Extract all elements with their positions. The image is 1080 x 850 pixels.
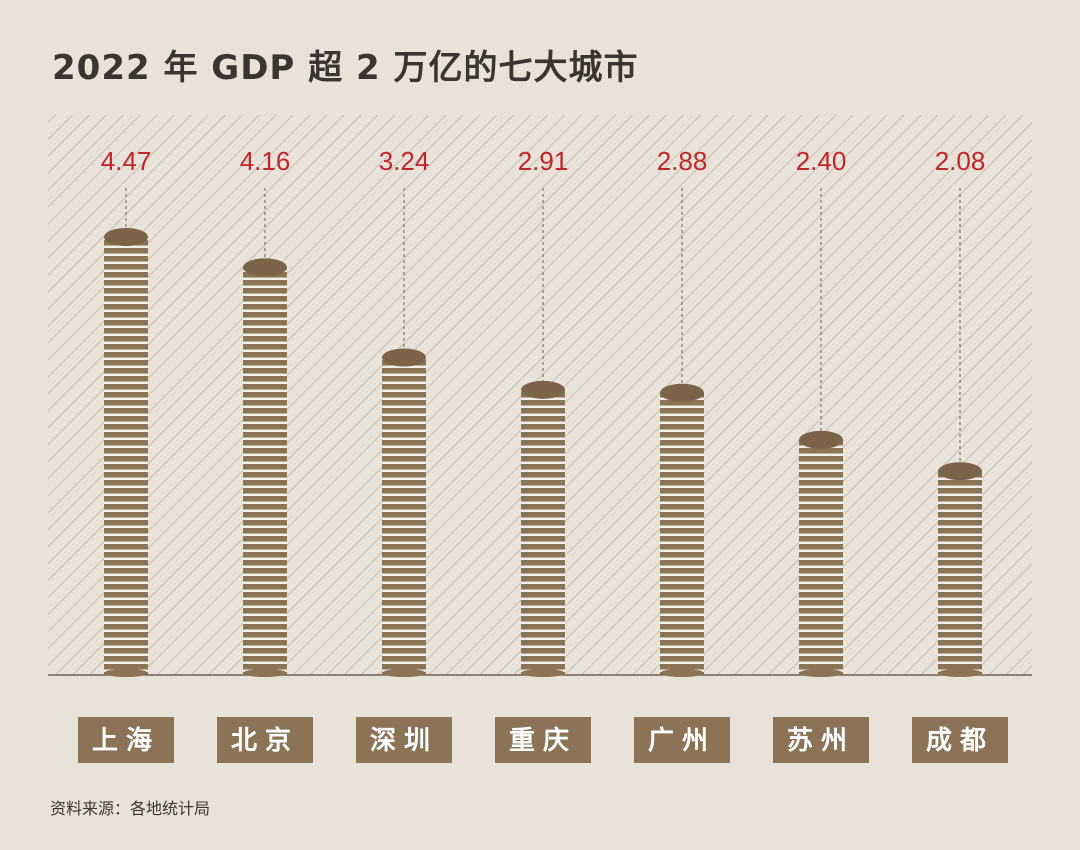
bar bbox=[382, 357, 426, 675]
category-label: 广州 bbox=[648, 726, 716, 756]
bar bbox=[521, 389, 565, 675]
category-label-bg bbox=[495, 717, 591, 763]
category-label-bg bbox=[773, 717, 869, 763]
category-label: 深圳 bbox=[370, 726, 438, 756]
bar-top bbox=[799, 430, 843, 449]
category-label-bg bbox=[217, 717, 313, 763]
category-label-bg bbox=[356, 717, 452, 763]
bar-top bbox=[660, 383, 704, 402]
bar-base bbox=[660, 669, 704, 677]
bar bbox=[938, 471, 982, 675]
bar-top bbox=[382, 348, 426, 367]
category-label: 苏州 bbox=[787, 726, 855, 756]
bar bbox=[799, 439, 843, 675]
value-label: 3.24 bbox=[379, 146, 430, 176]
value-label: 2.08 bbox=[935, 146, 986, 176]
category-label: 上海 bbox=[92, 726, 160, 756]
value-label: 2.91 bbox=[518, 146, 569, 176]
value-label: 2.88 bbox=[657, 146, 708, 176]
category-label: 重庆 bbox=[509, 725, 577, 756]
bar-top bbox=[938, 462, 982, 481]
value-label: 2.40 bbox=[796, 146, 847, 176]
category-label-bg bbox=[634, 717, 730, 763]
bar-base bbox=[382, 669, 426, 677]
bar bbox=[243, 267, 287, 675]
bar-top bbox=[521, 380, 565, 399]
bar bbox=[660, 392, 704, 675]
value-label: 4.47 bbox=[101, 146, 152, 176]
category-label-bg bbox=[78, 717, 174, 763]
value-label: 4.16 bbox=[240, 146, 291, 176]
bar-base bbox=[521, 669, 565, 677]
category-label: 北京 bbox=[231, 725, 299, 756]
bar-top bbox=[104, 228, 148, 246]
category-label-bg bbox=[912, 717, 1008, 763]
bar-base bbox=[938, 669, 982, 677]
category-label: 成都 bbox=[926, 726, 994, 756]
bar-base bbox=[243, 669, 287, 677]
bar-base bbox=[799, 669, 843, 677]
chart-title: 2022 年 GDP 超 2 万亿的七大城市 bbox=[52, 48, 639, 88]
bar-base bbox=[104, 669, 148, 677]
bar-top bbox=[243, 258, 287, 277]
source-note: 资料来源：各地统计局 bbox=[50, 799, 211, 818]
bar bbox=[104, 237, 148, 675]
